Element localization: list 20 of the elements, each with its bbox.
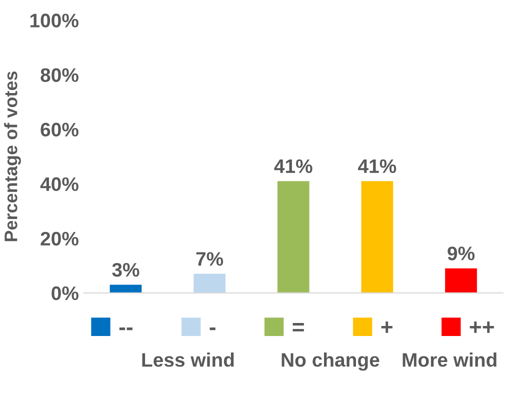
y-tick-label: 100%: [30, 14, 78, 28]
y-axis-title: Percentage of votes: [4, 71, 21, 242]
y-tick-label: 80%: [40, 68, 78, 82]
data-label: 41%: [274, 159, 312, 174]
data-label: 3%: [112, 262, 140, 277]
y-tick-label: 60%: [40, 122, 78, 137]
data-label: 9%: [448, 246, 475, 260]
legend-label: +: [381, 322, 392, 333]
text: Less wind: [142, 352, 234, 367]
y-tick-label: 40%: [40, 177, 78, 192]
text: More wind: [402, 352, 496, 367]
text: No change: [282, 352, 380, 371]
y-tick-label: 0%: [52, 286, 78, 300]
legend-label: --: [119, 327, 132, 330]
legend-label: -: [210, 327, 216, 330]
legend-label: ++: [470, 322, 494, 333]
legend-label: =: [292, 323, 304, 332]
data-label: 7%: [196, 252, 224, 266]
data-label: 41%: [358, 159, 396, 174]
y-tick-label: 20%: [40, 232, 78, 246]
